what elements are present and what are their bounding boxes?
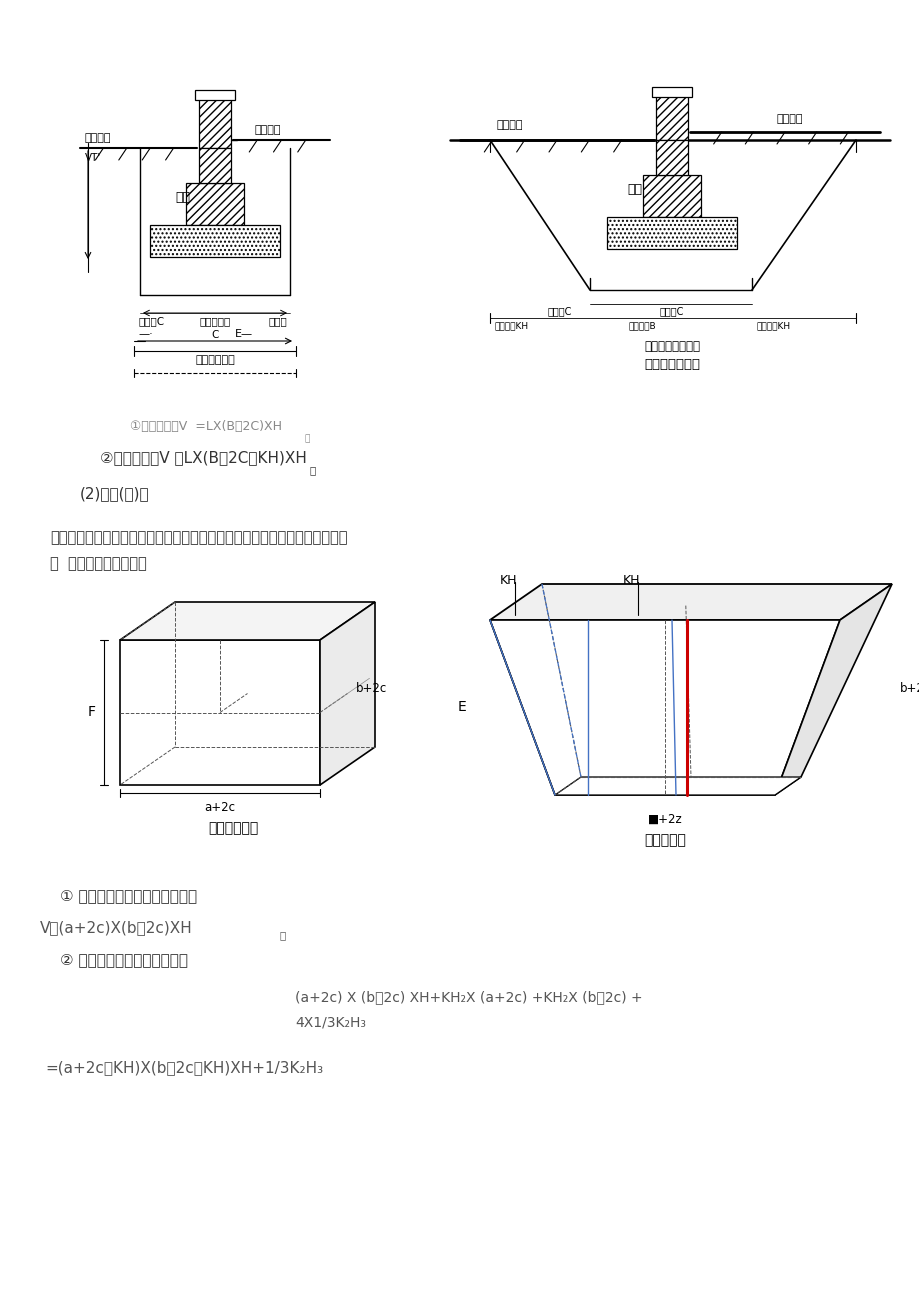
Bar — [652, 87, 691, 98]
Text: 室外地坪: 室外地坪 — [496, 120, 523, 130]
Text: b+2c: b+2c — [355, 681, 386, 694]
Bar — [655, 95, 687, 141]
Bar — [195, 90, 234, 100]
Text: E: E — [457, 700, 466, 713]
Text: 挖: 挖 — [279, 930, 286, 940]
Text: ① 矩形不放坡的地坑土方量为：: ① 矩形不放坡的地坑土方量为： — [60, 888, 197, 904]
Polygon shape — [119, 602, 375, 641]
Text: 基槽基底开挖宽度: 基槽基底开挖宽度 — [643, 340, 699, 353]
Text: KH: KH — [622, 574, 640, 587]
Text: 4X1/3K₂H₃: 4X1/3K₂H₃ — [295, 1016, 366, 1030]
Text: 室内地坪: 室内地坪 — [776, 115, 802, 124]
Text: 工作面: 工作面 — [268, 316, 287, 326]
Text: ②有放坡时：V 二LX(B＋2C＋KH)XH: ②有放坡时：V 二LX(B＋2C＋KH)XH — [100, 450, 307, 465]
Text: C: C — [211, 329, 219, 340]
Text: E—: E— — [234, 329, 253, 339]
Text: a+2c: a+2c — [204, 801, 235, 814]
Text: 基础: 基础 — [175, 191, 190, 204]
Text: 不放坡的基坑: 不放坡的基坑 — [208, 822, 258, 835]
Text: 工作面C: 工作面C — [659, 306, 684, 316]
Text: =(a+2c＋KH)X(b＋2c＋KH)XH+1/3K₂H₃: =(a+2c＋KH)X(b＋2c＋KH)XH+1/3K₂H₃ — [45, 1060, 323, 1075]
Text: 挖: 挖 — [310, 465, 316, 475]
Bar — [186, 184, 244, 225]
Polygon shape — [554, 777, 800, 796]
Polygon shape — [119, 641, 320, 785]
Text: (2)挖基(地)坑: (2)挖基(地)坑 — [80, 486, 150, 501]
Polygon shape — [320, 602, 375, 785]
Polygon shape — [490, 620, 839, 796]
Text: 基础宽度B: 基础宽度B — [628, 322, 655, 329]
Text: b+2c: b+2c — [899, 682, 919, 695]
Text: —·: —· — [138, 329, 153, 339]
Polygon shape — [490, 585, 891, 620]
Text: ■+2z: ■+2z — [647, 812, 682, 825]
Text: 工作面C: 工作面C — [139, 316, 165, 326]
Text: 挖地坑工程量根据图示尺寸以立方米为单位计算，按土壤类别、挖土深度不同: 挖地坑工程量根据图示尺寸以立方米为单位计算，按土壤类别、挖土深度不同 — [50, 530, 347, 546]
Polygon shape — [774, 585, 891, 796]
Text: 挖: 挖 — [305, 434, 310, 443]
Text: (a+2c) X (b＋2c) XH+KH₂X (a+2c) +KH₂X (b＋2c) +: (a+2c) X (b＋2c) XH+KH₂X (a+2c) +KH₂X (b＋… — [295, 990, 642, 1004]
Bar — [150, 225, 279, 256]
Text: 工作面C: 工作面C — [547, 306, 572, 316]
Text: 室内地坪: 室内地坪 — [255, 125, 281, 135]
Bar — [199, 148, 231, 184]
Text: 放坡宽度KH: 放坡宽度KH — [756, 322, 790, 329]
Text: ② 矩形放坡的地坑土方量为：: ② 矩形放坡的地坑土方量为： — [60, 952, 187, 967]
Text: 基础宽度五: 基础宽度五 — [199, 316, 231, 326]
Bar — [607, 217, 736, 249]
Text: 分  别套用相应的定额。: 分 别套用相应的定额。 — [50, 556, 147, 572]
Bar — [642, 174, 700, 217]
Text: 室外地坪: 室外地坪 — [85, 133, 111, 143]
Text: F: F — [88, 704, 96, 719]
Text: 放坡的基槽断面: 放坡的基槽断面 — [643, 358, 699, 371]
Text: ①不放坡时：V  =LX(B＋2C)XH: ①不放坡时：V =LX(B＋2C)XH — [130, 421, 282, 434]
Bar — [655, 141, 687, 174]
Text: 基础: 基础 — [627, 184, 641, 197]
Text: 放坡宽度KH: 放坡宽度KH — [494, 322, 528, 329]
Bar — [199, 98, 231, 148]
Text: VT': VT' — [85, 154, 101, 163]
Text: KH: KH — [499, 574, 517, 587]
Text: 放坡的基坑: 放坡的基坑 — [643, 833, 686, 848]
Text: V＝(a+2c)X(b＋2c)XH: V＝(a+2c)X(b＋2c)XH — [40, 921, 193, 935]
Text: 基偶开挖宽度: 基偶开挖宽度 — [195, 355, 234, 365]
